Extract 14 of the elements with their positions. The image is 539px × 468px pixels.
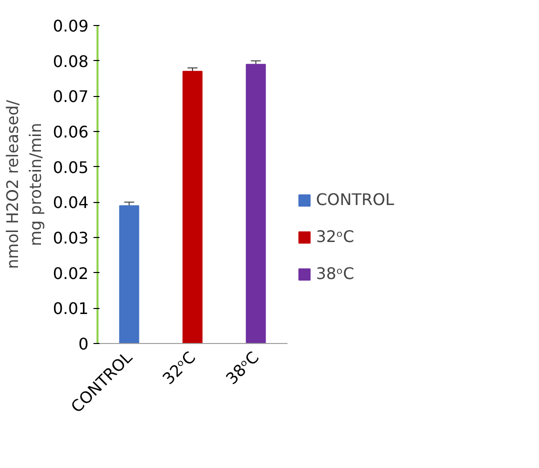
y-tick-label: 0.05	[52, 158, 88, 177]
legend-label: 38ᵒC	[316, 264, 354, 283]
y-tick-label: 0	[78, 334, 89, 354]
y-tick-label: 0.03	[52, 228, 88, 248]
legend-label: CONTROL	[316, 190, 394, 209]
y-tick-label: 0.01	[52, 299, 88, 318]
legend-label: 32ᵒC	[316, 227, 354, 246]
y-tick-label: 0.09	[52, 16, 88, 36]
y-tick-label: 0.02	[52, 264, 88, 283]
y-tick-label: 0.08	[52, 52, 88, 71]
y-tick-label: 0.07	[52, 87, 88, 106]
y-axis-title: nmol H2O2 released/ mg protein/min	[3, 99, 45, 270]
y-tick-label: 0.06	[52, 122, 88, 142]
y-tick-label: 0.04	[52, 193, 88, 212]
